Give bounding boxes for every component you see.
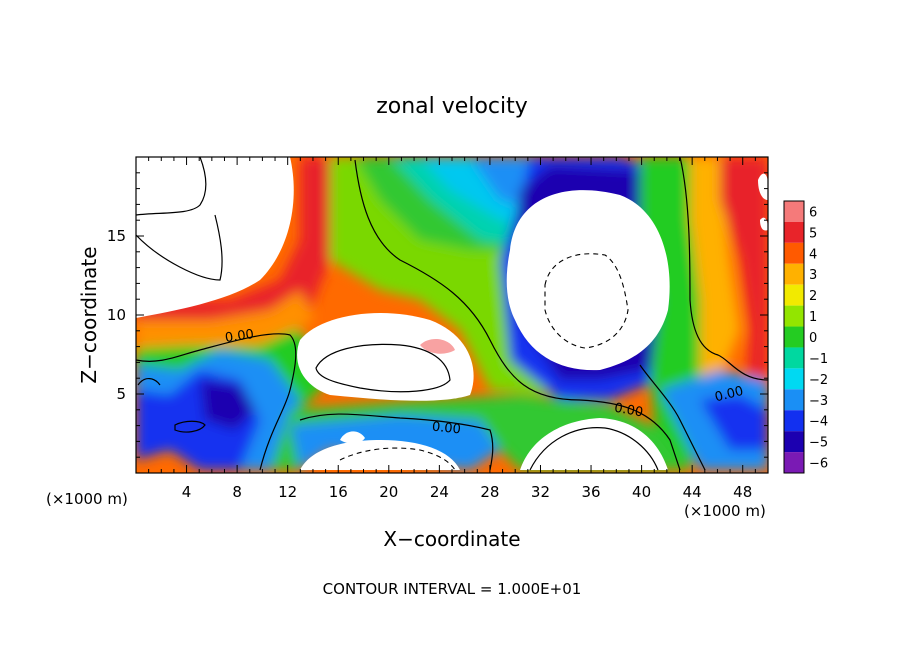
colorbar-swatch bbox=[784, 242, 804, 264]
colorbar-label: −1 bbox=[809, 352, 828, 367]
contour-label: 0.00 bbox=[613, 401, 644, 421]
x-tick-label: 36 bbox=[581, 483, 600, 501]
x-tick-label: 40 bbox=[632, 483, 651, 501]
x-tick-label: 32 bbox=[531, 483, 550, 501]
colorbar-swatch bbox=[784, 410, 804, 432]
y-tick-label: 5 bbox=[116, 385, 126, 403]
colorbar-swatch bbox=[784, 452, 804, 473]
colorbar-swatch bbox=[784, 368, 804, 390]
x-tick-label: 4 bbox=[182, 483, 192, 501]
y-axis-label: Z−coordinate bbox=[77, 246, 101, 383]
x-tick-label: 20 bbox=[379, 483, 398, 501]
chart-title: zonal velocity bbox=[376, 94, 528, 119]
y-tick-label: 10 bbox=[107, 306, 126, 324]
y-tick-label: 15 bbox=[107, 227, 126, 245]
colorbar-frame bbox=[783, 200, 805, 474]
y-axis: 5 10 15 bbox=[107, 172, 768, 458]
colorbar-label: −2 bbox=[809, 373, 828, 388]
x-unit-left: (×1000 m) bbox=[46, 490, 128, 508]
x-axis: 4 8 12 16 20 24 28 32 36 40 44 48 bbox=[148, 157, 756, 501]
colorbar-swatch bbox=[784, 263, 804, 285]
colorbar-swatch bbox=[784, 284, 804, 306]
x-tick-label: 48 bbox=[733, 483, 752, 501]
colorbar-swatch bbox=[784, 347, 804, 369]
colorbar-swatch bbox=[784, 201, 804, 222]
colorbar-label: −5 bbox=[809, 436, 828, 451]
colorbar-label: −6 bbox=[809, 457, 828, 472]
plot-field: 0.00 0.00 0.00 0.00 bbox=[136, 157, 768, 473]
x-tick-label: 24 bbox=[430, 483, 449, 501]
colorbar-label: 0 bbox=[809, 331, 817, 346]
colorbar-swatch bbox=[784, 326, 804, 348]
colorbar-swatch bbox=[784, 389, 804, 411]
colorbar-label: −4 bbox=[809, 415, 828, 430]
contour-label: 0.00 bbox=[713, 384, 745, 406]
colorbar-swatch bbox=[784, 221, 804, 243]
colorbar-label: 2 bbox=[809, 289, 817, 304]
contour-label: 0.00 bbox=[431, 420, 461, 438]
colorbar-label: 1 bbox=[809, 310, 817, 325]
colorbar-label: 3 bbox=[809, 268, 817, 283]
contour-interval-note: CONTOUR INTERVAL = 1.000E+01 bbox=[323, 580, 582, 598]
x-unit-right: (×1000 m) bbox=[684, 502, 766, 520]
colorbar-label: 4 bbox=[809, 247, 817, 262]
x-tick-label: 12 bbox=[278, 483, 297, 501]
x-axis-label: X−coordinate bbox=[383, 527, 520, 551]
colorbar-label: 6 bbox=[809, 205, 817, 220]
colorbar: 6 5 4 3 2 1 0 −1 −2 −3 −4 −5 −6 bbox=[783, 200, 828, 474]
colorbar-label: 5 bbox=[809, 226, 817, 241]
colorbar-swatch bbox=[784, 305, 804, 327]
x-tick-label: 44 bbox=[683, 483, 702, 501]
x-tick-label: 28 bbox=[480, 483, 499, 501]
colorbar-swatch bbox=[784, 431, 804, 453]
x-tick-label: 8 bbox=[232, 483, 242, 501]
contour-label: 0.00 bbox=[224, 327, 255, 346]
x-tick-label: 16 bbox=[329, 483, 348, 501]
colorbar-label: −3 bbox=[809, 394, 828, 409]
